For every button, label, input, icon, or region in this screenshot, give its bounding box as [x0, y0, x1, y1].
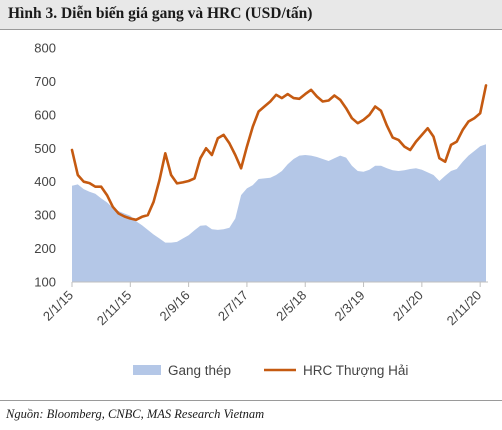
x-axis: 2/1/15 2/11/15 2/9/16 2/7/17 2/5/18 2/3/19 2/1…: [40, 281, 488, 329]
legend-label-gang-thep: Gang thép: [168, 363, 231, 378]
legend-swatch-gang-thep: [133, 365, 161, 375]
x-tick-label: 2/1/15: [40, 288, 76, 324]
x-tick-label: 2/3/19: [331, 288, 367, 324]
y-tick-label: 100: [34, 275, 56, 290]
gang-thep-series: [72, 144, 486, 282]
y-tick-label: 200: [34, 241, 56, 256]
gang-thep-area: [72, 144, 486, 282]
hrc-series: [70, 84, 488, 222]
legend: Gang thép HRC Thượng Hải: [133, 363, 408, 378]
y-tick-label: 800: [34, 41, 56, 56]
x-tick-label: 2/11/20: [444, 288, 485, 329]
source-bar: Nguồn: Bloomberg, CNBC, MAS Research Vie…: [0, 400, 502, 430]
x-tick-label: 2/1/20: [390, 288, 426, 324]
legend-label-hrc: HRC Thượng Hải: [303, 363, 408, 378]
y-tick-label: 600: [34, 107, 56, 122]
x-tick-label: 2/11/15: [94, 288, 135, 329]
x-tick-label: 2/5/18: [273, 288, 309, 324]
figure-header: Hình 3. Diễn biến giá gang và HRC (USD/t…: [0, 0, 502, 30]
x-tick-label: 2/7/17: [215, 288, 251, 324]
figure-title: Hình 3. Diễn biến giá gang và HRC (USD/t…: [8, 5, 313, 22]
hrc-line: [70, 84, 488, 222]
source-note: Nguồn: Bloomberg, CNBC, MAS Research Vie…: [6, 407, 265, 421]
y-tick-label: 500: [34, 141, 56, 156]
y-tick-label: 400: [34, 174, 56, 189]
y-tick-label: 300: [34, 208, 56, 223]
y-axis: 100 200 300 400 500 600 700 800: [34, 41, 56, 290]
x-tick-label: 2/9/16: [157, 288, 193, 324]
y-tick-label: 700: [34, 74, 56, 89]
